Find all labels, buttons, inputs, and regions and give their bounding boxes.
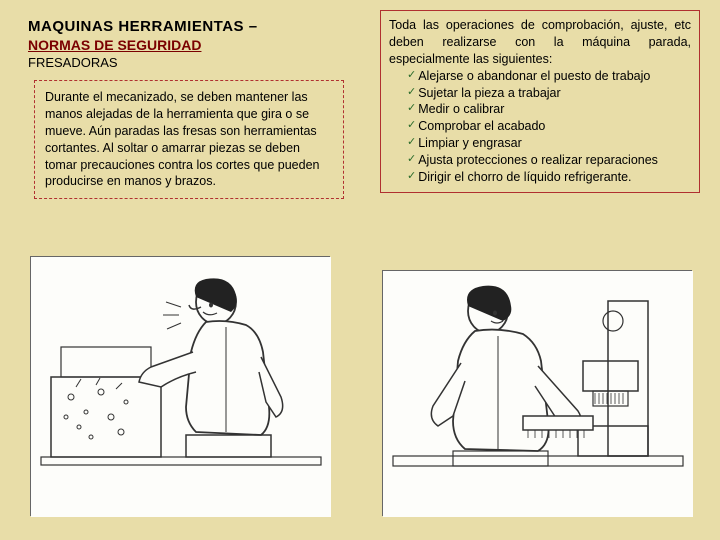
- warning-text-left: Durante el mecanizado, se deben mantener…: [45, 90, 319, 188]
- list-item: ✓Ajusta protecciones o realizar reparaci…: [407, 152, 691, 169]
- warning-box-right: Toda las operaciones de comprobación, aj…: [380, 10, 700, 193]
- title-category: FRESADORAS: [28, 55, 358, 70]
- warning-intro-right: Toda las operaciones de comprobación, aj…: [389, 17, 691, 68]
- check-icon: ✓: [407, 135, 416, 150]
- list-item: ✓Comprobar el acabado: [407, 118, 691, 135]
- list-item-text: Alejarse o abandonar el puesto de trabaj…: [418, 68, 691, 85]
- list-item: ✓Limpiar y engrasar: [407, 135, 691, 152]
- worker-handling-icon: [383, 271, 693, 517]
- check-icon: ✓: [407, 85, 416, 100]
- worker-debris-icon: [31, 257, 331, 517]
- list-item-text: Ajusta protecciones o realizar reparacio…: [418, 152, 691, 169]
- illustration-right: [382, 270, 692, 516]
- check-icon: ✓: [407, 68, 416, 83]
- list-item: ✓Alejarse o abandonar el puesto de traba…: [407, 68, 691, 85]
- check-icon: ✓: [407, 101, 416, 116]
- list-item-text: Comprobar el acabado: [418, 118, 691, 135]
- list-item-text: Dirigir el chorro de líquido refrigerant…: [418, 169, 691, 186]
- list-item-text: Limpiar y engrasar: [418, 135, 691, 152]
- check-icon: ✓: [407, 169, 416, 184]
- list-item: ✓Dirigir el chorro de líquido refrigeran…: [407, 169, 691, 186]
- warning-box-left: Durante el mecanizado, se deben mantener…: [34, 80, 344, 199]
- list-item: ✓Medir o calibrar: [407, 101, 691, 118]
- illustration-left: [30, 256, 330, 516]
- list-item-text: Medir o calibrar: [418, 101, 691, 118]
- list-item-text: Sujetar la pieza a trabajar: [418, 85, 691, 102]
- list-item: ✓Sujetar la pieza a trabajar: [407, 85, 691, 102]
- check-icon: ✓: [407, 152, 416, 167]
- check-icon: ✓: [407, 118, 416, 133]
- title-subtitle: NORMAS DE SEGURIDAD: [28, 37, 358, 53]
- bullet-list: ✓Alejarse o abandonar el puesto de traba…: [407, 68, 691, 186]
- title-main: MAQUINAS HERRAMIENTAS –: [28, 18, 358, 35]
